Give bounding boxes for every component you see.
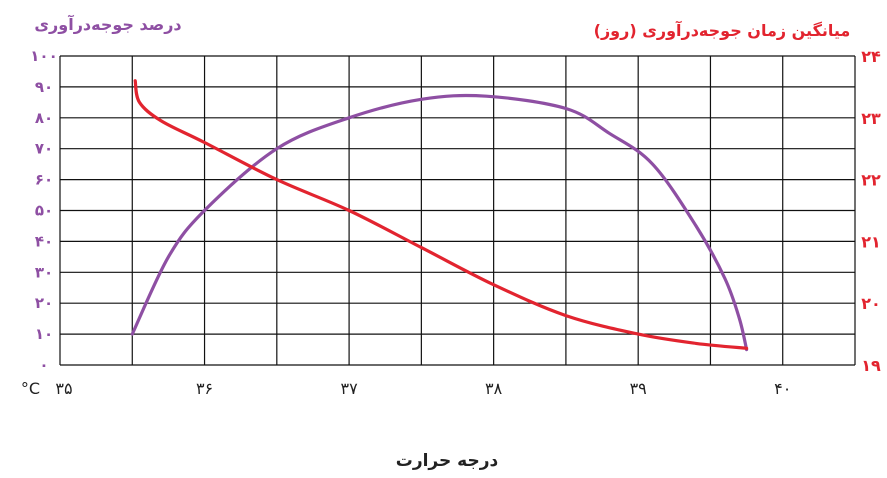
- y-left-tick-label: ۱۰۰: [30, 47, 57, 65]
- y-left-tick-label: ۳۰: [35, 263, 53, 281]
- series-layer: [130, 79, 749, 352]
- x-tick-label: ۳۷: [340, 379, 358, 398]
- y-left-tick-label: ۰: [39, 356, 48, 374]
- y-left-tick-label: ۵۰: [35, 202, 53, 220]
- y-left-tick-label: ۶۰: [35, 171, 53, 189]
- y-left-tick-label: ۱۰: [35, 325, 53, 343]
- right-axis-title: میانگین زمان جوجه‌درآوری (روز): [594, 20, 851, 40]
- y-right-tick-label: ۲۱: [861, 232, 881, 251]
- y-left-tick-label: ۴۰: [35, 232, 53, 250]
- y-right-tick-label: ۲۰: [861, 294, 881, 313]
- x-axis-unit: °C: [21, 379, 40, 398]
- left-axis-title: درصد جوجه‌درآوری: [34, 14, 181, 34]
- x-tick-label: ۳۹: [630, 379, 647, 398]
- y-right-tick-label: ۲۲: [861, 171, 881, 190]
- x-tick-label: ۳۶: [196, 379, 213, 398]
- y-left-tick-label: ۸۰: [35, 109, 53, 127]
- y-left-tick-label: ۷۰: [35, 140, 53, 158]
- x-tick-label: ۳۸: [485, 379, 503, 398]
- hatch-rate-line: [130, 93, 749, 352]
- x-tick-label: ۴۰: [774, 379, 791, 398]
- y-right-tick-label: ۱۹: [861, 356, 881, 375]
- y-right-tick-label: ۲۳: [861, 109, 881, 128]
- hatch-time-line: [133, 79, 749, 350]
- y-right-tick-label: ۲۴: [861, 47, 881, 66]
- x-tick-label: ۳۵: [55, 379, 72, 398]
- x-axis-label: درجه حرارت: [396, 451, 499, 471]
- y-left-tick-label: ۲۰: [35, 294, 53, 312]
- y-left-tick-label: ۹۰: [35, 78, 53, 96]
- grid-lines: [59, 55, 856, 366]
- tick-labels: ۰ ۱۰ ۲۰ ۳۰ ۴۰ ۵۰ ۶۰ ۷۰ ۸۰ ۹۰ ۱۰۰ ۱۹ ۲۰ ۲۱ ۲۲ ۲۳ ۲۴ ۳۵ ۳۶ ۳۷…: [30, 47, 881, 398]
